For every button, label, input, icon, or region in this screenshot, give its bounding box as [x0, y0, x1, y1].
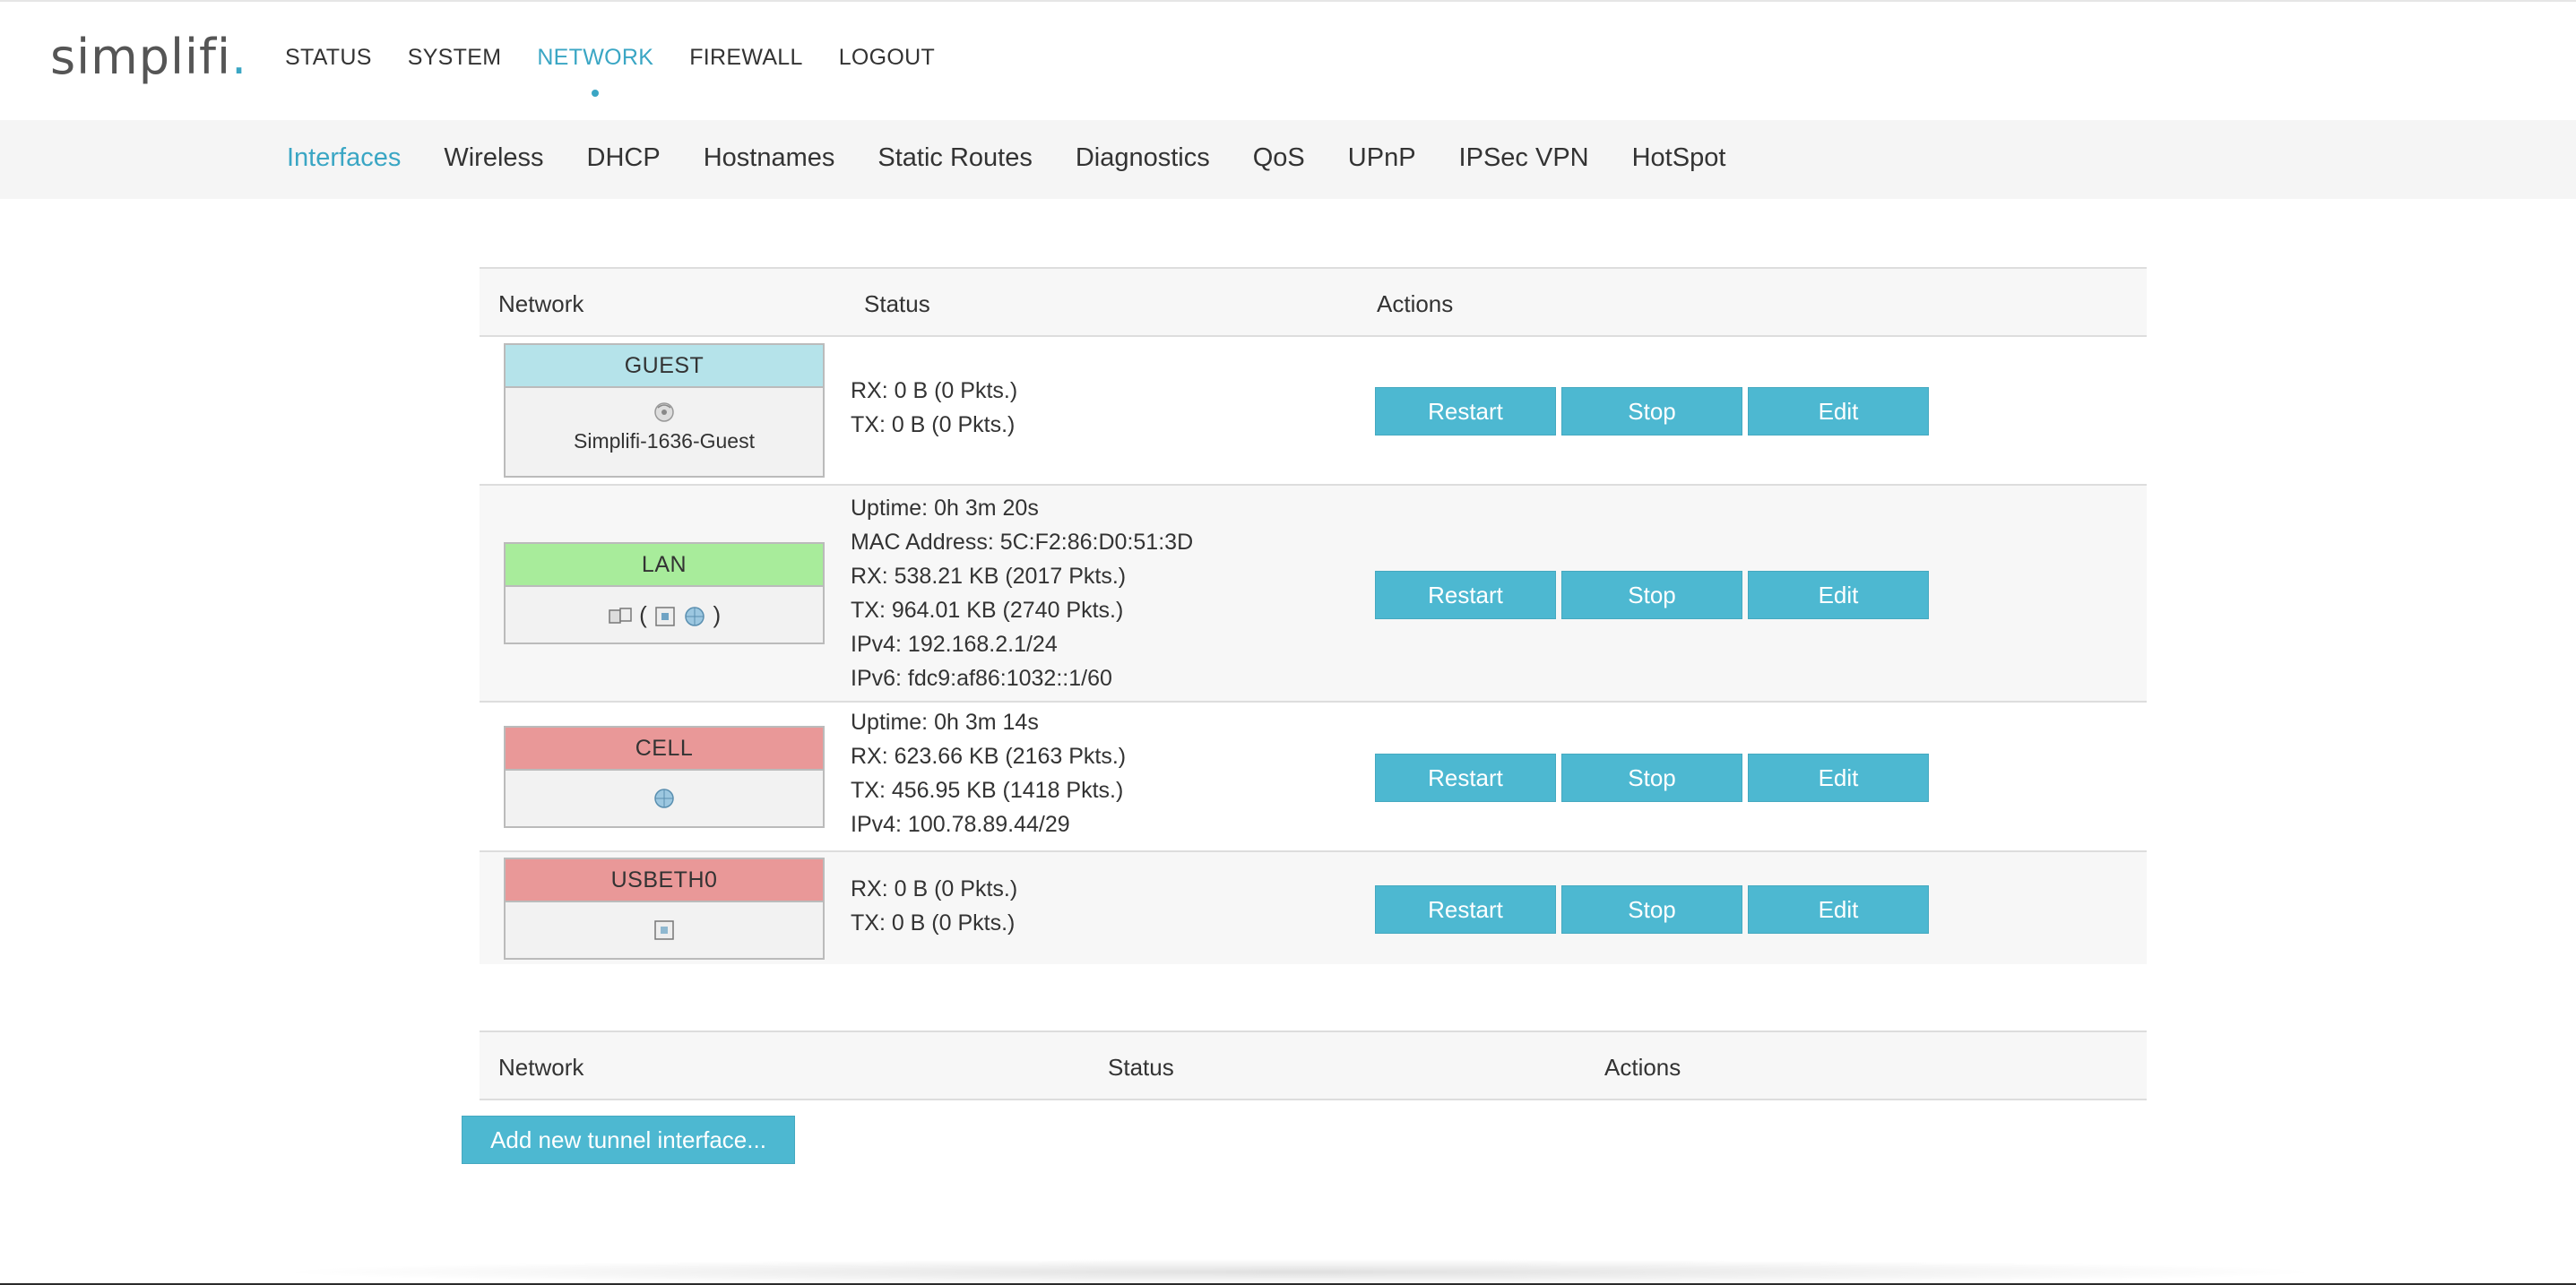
network-ssid: Simplifi-1636-Guest: [574, 429, 755, 453]
nav-network[interactable]: NETWORK: [537, 45, 654, 97]
interfaces-table: Network Status Actions GUEST Simplifi-16…: [480, 267, 2147, 964]
header-actions: Actions: [1377, 290, 1454, 317]
table-row: CELL Uptime: 0h 3m 14s RX: 623.66 KB (21…: [480, 703, 2147, 852]
tab-hostnames[interactable]: Hostnames: [703, 143, 835, 172]
row-actions: Restart Stop Edit: [1375, 754, 1929, 802]
restart-button[interactable]: Restart: [1375, 754, 1556, 802]
network-name: CELL: [506, 728, 823, 771]
nav-firewall[interactable]: FIREWALL: [689, 45, 803, 70]
add-tunnel-interface-button[interactable]: Add new tunnel interface...: [462, 1116, 795, 1164]
row-actions: Restart Stop Edit: [1375, 885, 1929, 934]
tab-static-routes[interactable]: Static Routes: [877, 143, 1033, 172]
stop-button[interactable]: Stop: [1561, 885, 1742, 934]
header-status: Status: [864, 290, 930, 317]
tab-hotspot[interactable]: HotSpot: [1631, 143, 1726, 172]
main-nav: STATUS SYSTEM NETWORK FIREWALL LOGOUT: [285, 45, 971, 97]
bottom-shadow: [269, 1259, 2330, 1285]
ethernet-icon: [655, 607, 675, 626]
sub-nav: Interfaces Wireless DHCP Hostnames Stati…: [0, 120, 2576, 199]
header-network: Network: [498, 290, 584, 317]
nav-system[interactable]: SYSTEM: [407, 45, 502, 70]
table-header: Network Status Actions: [480, 1031, 2147, 1100]
restart-button[interactable]: Restart: [1375, 571, 1556, 619]
header-network: Network: [498, 1054, 584, 1081]
tab-qos[interactable]: QoS: [1252, 143, 1305, 172]
tab-interfaces[interactable]: Interfaces: [287, 143, 402, 172]
cell-globe-icon: [654, 789, 674, 808]
network-name: USBETH0: [506, 859, 823, 902]
table-row: USBETH0 RX: 0 B (0 Pkts.) TX: 0 B (0 Pkt…: [480, 852, 2147, 964]
network-name: GUEST: [506, 345, 823, 388]
restart-button[interactable]: Restart: [1375, 885, 1556, 934]
wifi-globe-icon: [685, 607, 705, 626]
switch-icon: [609, 608, 632, 624]
header-actions: Actions: [1604, 1054, 1681, 1081]
edit-button[interactable]: Edit: [1748, 885, 1929, 934]
ethernet-icon: [654, 920, 674, 940]
network-badge-cell[interactable]: CELL: [504, 726, 825, 828]
nav-status[interactable]: STATUS: [285, 45, 372, 70]
edit-button[interactable]: Edit: [1748, 387, 1929, 436]
wireless-icon: [654, 402, 674, 422]
tab-diagnostics[interactable]: Diagnostics: [1075, 143, 1210, 172]
tab-wireless[interactable]: Wireless: [444, 143, 544, 172]
row-actions: Restart Stop Edit: [1375, 387, 1929, 436]
stop-button[interactable]: Stop: [1561, 754, 1742, 802]
network-badge-guest[interactable]: GUEST Simplifi-1636-Guest: [504, 343, 825, 478]
table-row: LAN ( ) Uptime: 0h 3m 20s MA: [480, 486, 2147, 703]
top-header: simplifi. STATUS SYSTEM NETWORK FIREWALL…: [0, 0, 2576, 122]
edit-button[interactable]: Edit: [1748, 754, 1929, 802]
edit-button[interactable]: Edit: [1748, 571, 1929, 619]
bottom-border: [0, 1283, 2576, 1285]
logo[interactable]: simplifi.: [50, 29, 248, 85]
tab-dhcp[interactable]: DHCP: [586, 143, 661, 172]
tab-ipsec-vpn[interactable]: IPSec VPN: [1458, 143, 1589, 172]
network-name: LAN: [506, 544, 823, 587]
status-info: RX: 0 B (0 Pkts.) TX: 0 B (0 Pkts.): [851, 378, 1018, 437]
tunnel-table: Network Status Actions: [480, 1031, 2147, 1100]
stop-button[interactable]: Stop: [1561, 571, 1742, 619]
nav-logout[interactable]: LOGOUT: [838, 45, 936, 70]
status-info: Uptime: 0h 3m 20s MAC Address: 5C:F2:86:…: [851, 496, 1194, 691]
row-actions: Restart Stop Edit: [1375, 571, 1929, 619]
table-header: Network Status Actions: [480, 267, 2147, 337]
stop-button[interactable]: Stop: [1561, 387, 1742, 436]
status-info: RX: 0 B (0 Pkts.) TX: 0 B (0 Pkts.): [851, 876, 1018, 936]
tab-upnp[interactable]: UPnP: [1347, 143, 1416, 172]
status-info: Uptime: 0h 3m 14s RX: 623.66 KB (2163 Pk…: [851, 710, 1127, 837]
header-status: Status: [1108, 1054, 1174, 1081]
network-badge-usbeth0[interactable]: USBETH0: [504, 858, 825, 960]
network-badge-lan[interactable]: LAN ( ): [504, 542, 825, 644]
restart-button[interactable]: Restart: [1375, 387, 1556, 436]
table-row: GUEST Simplifi-1636-Guest RX: 0 B (0 Pkt…: [480, 337, 2147, 486]
